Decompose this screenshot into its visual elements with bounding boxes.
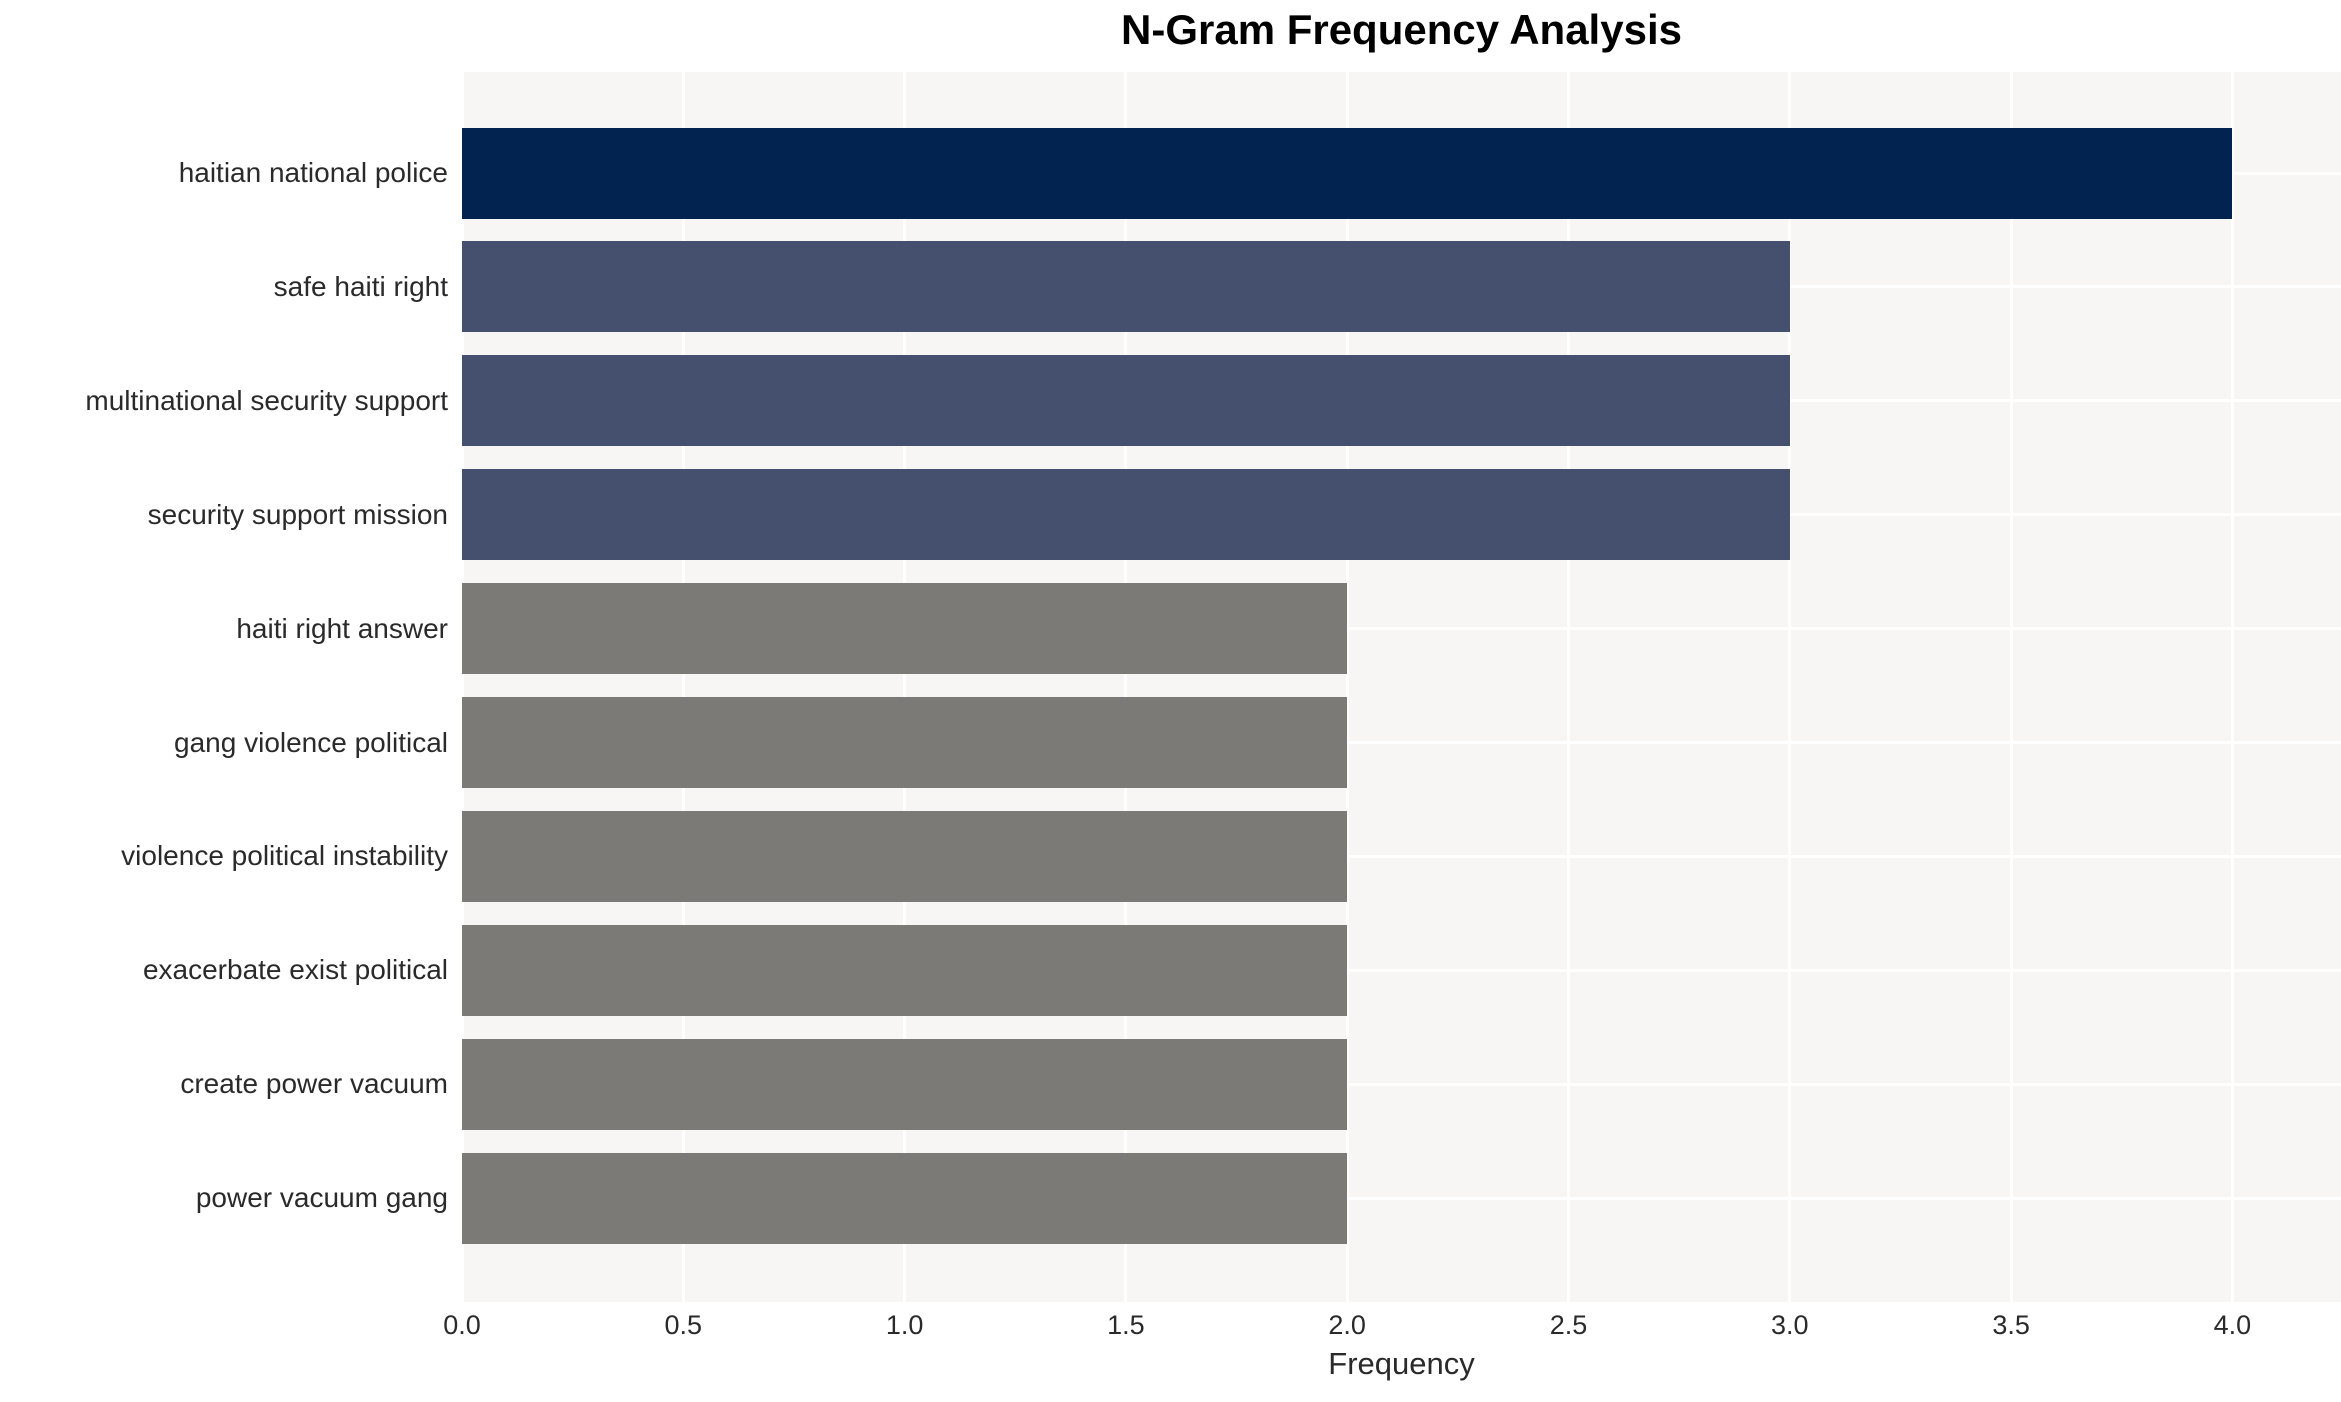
x-tick-label: 4.0 xyxy=(2213,1310,2252,1340)
x-tick-label: 0.0 xyxy=(443,1310,481,1340)
x-tick-label: 2.0 xyxy=(1328,1310,1366,1340)
gridline-horizontal xyxy=(462,1082,2341,1086)
gridline-horizontal xyxy=(462,854,2341,858)
gridline-vertical xyxy=(1788,72,1792,1302)
bar-power-vacuum-gang xyxy=(462,1152,1348,1244)
gridline-vertical xyxy=(681,72,685,1302)
bar-multinational-security-support xyxy=(462,355,1790,447)
category-label: exacerbate exist political xyxy=(142,954,448,986)
gridline-vertical xyxy=(1345,72,1349,1302)
x-tick-label: 1.0 xyxy=(885,1310,924,1340)
x-axis-label: Frequency xyxy=(1328,1346,1475,1381)
x-tick-label: 2.5 xyxy=(1549,1310,1588,1340)
category-label: haitian national police xyxy=(178,157,448,188)
gridline-vertical xyxy=(1567,72,1570,1302)
bar-security-support-mission xyxy=(462,469,1790,561)
bar-gang-violence-political xyxy=(462,697,1348,788)
category-label: violence political instability xyxy=(121,840,448,872)
bar-haiti-right-answer xyxy=(462,583,1348,675)
category-label: security support mission xyxy=(147,498,448,530)
gridline-horizontal xyxy=(462,741,2341,744)
category-label: power vacuum gang xyxy=(195,1182,448,1214)
category-label: multinational security support xyxy=(85,384,448,416)
bar-violence-political-instability xyxy=(462,810,1348,902)
plot-area xyxy=(460,72,2341,1302)
category-label: haiti right answer xyxy=(236,612,448,644)
chart-title: N-Gram Frequency Analysis xyxy=(1121,6,1682,53)
gridline-horizontal xyxy=(462,1196,2341,1200)
gridline-vertical xyxy=(2230,72,2234,1302)
x-tick-label: 0.5 xyxy=(664,1310,703,1340)
bar-create-power-vacuum xyxy=(462,1038,1348,1130)
gridline-vertical xyxy=(2009,72,2013,1302)
x-tick-label: 3.0 xyxy=(1771,1310,1809,1340)
gridline-vertical xyxy=(1124,72,1128,1302)
bar-haitian-national-police xyxy=(462,127,2233,219)
gridline-horizontal xyxy=(462,968,2341,972)
gridline-vertical xyxy=(460,72,464,1302)
x-tick-label: 3.5 xyxy=(1992,1310,2030,1340)
gridline-vertical xyxy=(903,72,907,1302)
x-tick-label: 1.5 xyxy=(1107,1310,1145,1340)
bar-safe-haiti-right xyxy=(462,241,1790,333)
gridline-horizontal xyxy=(462,627,2341,631)
category-label: gang violence political xyxy=(174,726,448,758)
bar-exacerbate-exist-political xyxy=(462,924,1348,1016)
category-label: safe haiti right xyxy=(273,270,448,302)
category-label: create power vacuum xyxy=(180,1068,448,1100)
